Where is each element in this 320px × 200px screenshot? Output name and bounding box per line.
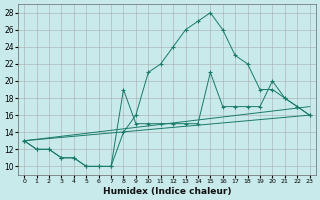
X-axis label: Humidex (Indice chaleur): Humidex (Indice chaleur) — [103, 187, 231, 196]
